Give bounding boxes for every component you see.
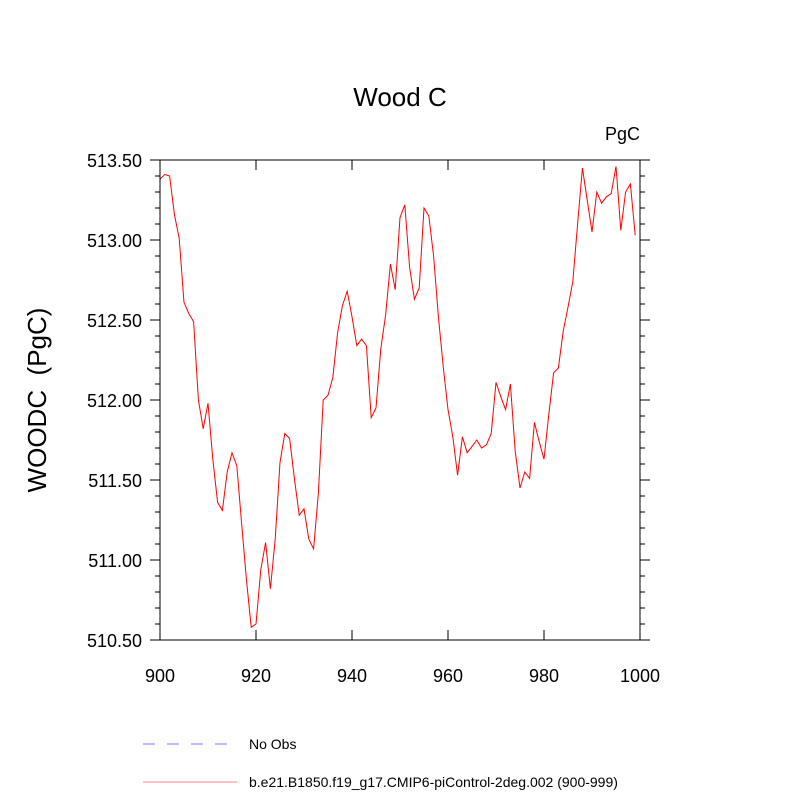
x-tick-label: 960	[433, 666, 463, 686]
chart-title: Wood C	[353, 82, 446, 112]
x-tick-label: 1000	[620, 666, 660, 686]
y-axis-label: WOODC (PgC)	[22, 308, 52, 493]
y-tick-label: 512.00	[87, 391, 142, 411]
x-tick-label: 900	[145, 666, 175, 686]
y-tick-label: 511.50	[88, 471, 142, 491]
legend-label-no-obs: No Obs	[249, 736, 296, 752]
plot-frame	[159, 159, 641, 641]
y-tick-label: 511.00	[88, 551, 142, 571]
axis-ticks	[150, 159, 650, 641]
y-tick-label: 510.50	[87, 631, 142, 651]
legend: No Obs b.e21.B1850.f19_g17.CMIP6-piContr…	[143, 736, 618, 790]
y-tick-label: 513.50	[87, 151, 142, 171]
legend-label-series: b.e21.B1850.f19_g17.CMIP6-piControl-2deg…	[249, 774, 618, 790]
units-label: PgC	[605, 124, 640, 144]
y-tick-label: 512.50	[87, 311, 142, 331]
series-line	[159, 166, 636, 629]
x-tick-label: 920	[241, 666, 271, 686]
y-tick-label: 513.00	[87, 231, 142, 251]
x-tick-label: 940	[337, 666, 367, 686]
y-tick-labels: 510.50 511.00 511.50 512.00 512.50 513.00 513.…	[87, 151, 142, 651]
x-tick-label: 980	[529, 666, 559, 686]
x-tick-labels: 900 920 940 960 980 1000	[145, 666, 660, 686]
